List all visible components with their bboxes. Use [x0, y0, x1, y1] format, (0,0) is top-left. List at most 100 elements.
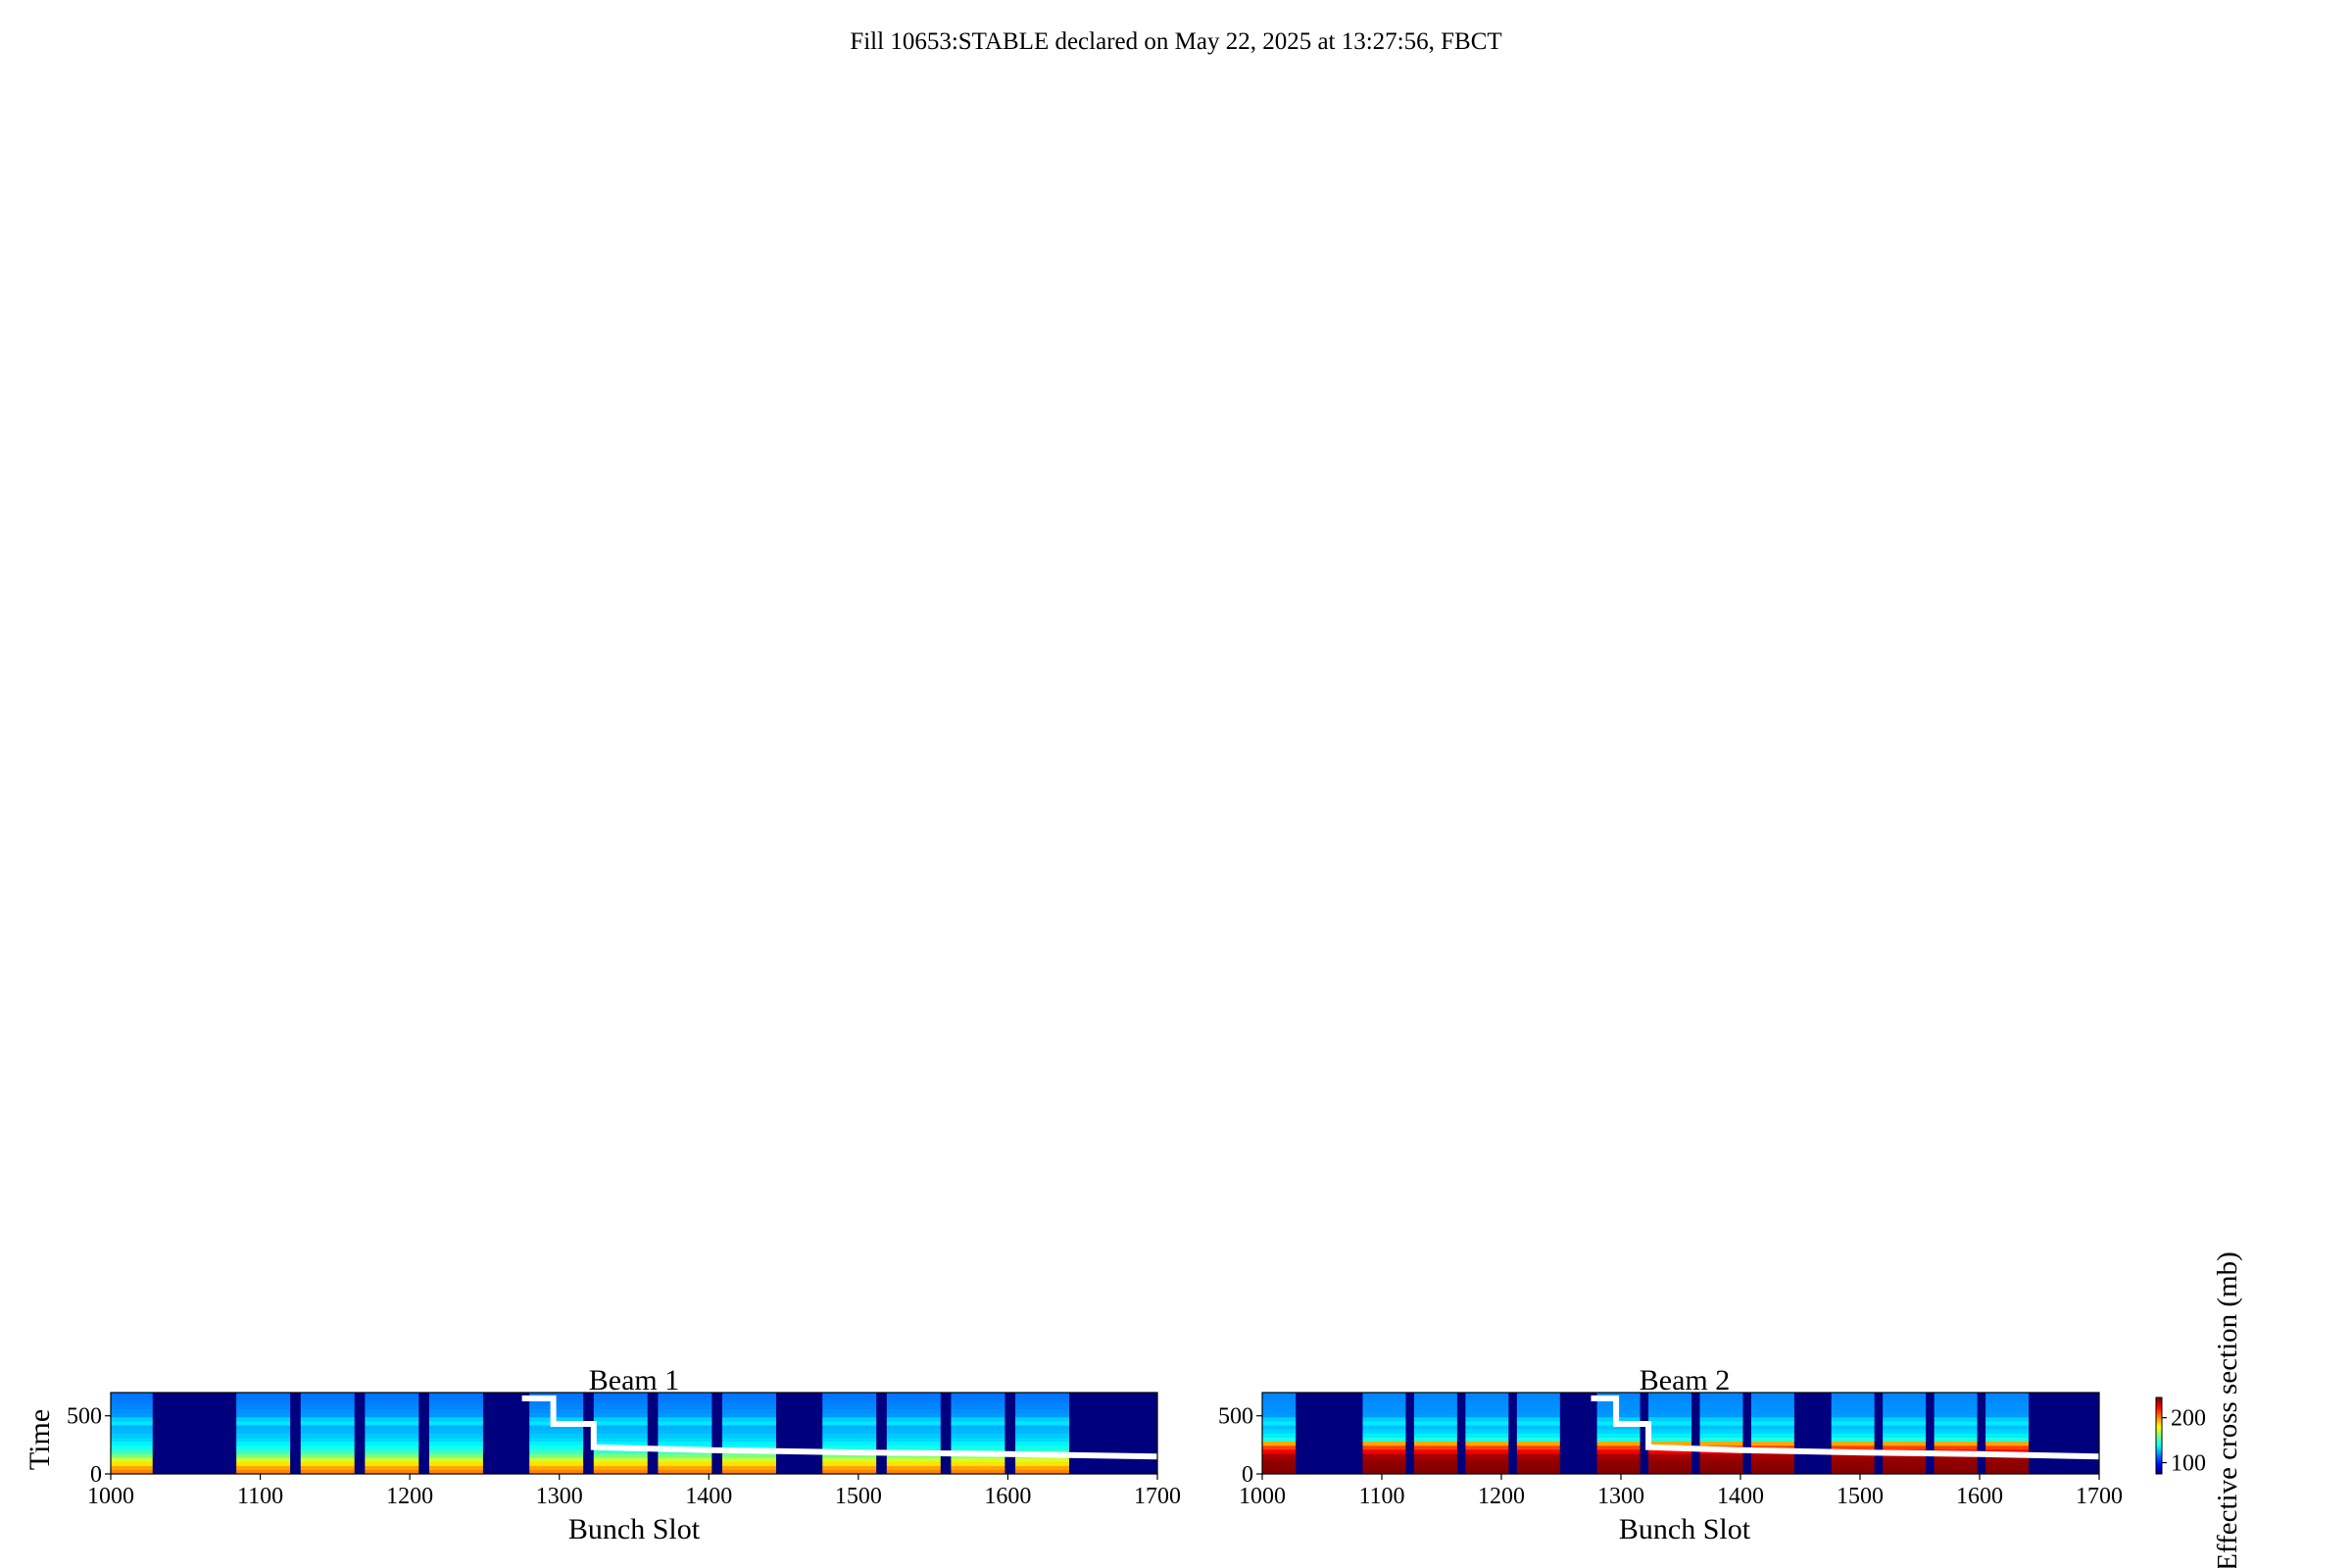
heatmap-cell: [1596, 1433, 1641, 1438]
heatmap-cell: [1831, 1396, 1875, 1401]
heatmap-cell: [1934, 1437, 1978, 1443]
heatmap-cell: [1934, 1445, 1978, 1450]
heatmap-cell: [1985, 1429, 2030, 1434]
heatmap-cell: [822, 1408, 877, 1414]
heatmap-cell: [300, 1421, 355, 1426]
heatmap-cell: [300, 1400, 355, 1405]
heatmap-cell: [886, 1393, 941, 1397]
heatmap-cell: [1750, 1469, 1794, 1475]
heatmap-cell: [529, 1469, 584, 1475]
beam-2-xlabel: Bunch Slot: [1619, 1513, 1751, 1545]
heatmap-cell: [1465, 1393, 1509, 1397]
heatmap-cell: [1362, 1393, 1406, 1397]
bunch-train: [1883, 1393, 1927, 1475]
heatmap-cell: [1413, 1449, 1457, 1454]
heatmap-cell: [1934, 1393, 1978, 1397]
heatmap-cell: [1648, 1400, 1691, 1405]
x-tick-label: 1200: [386, 1484, 433, 1509]
heatmap-cell: [1465, 1445, 1509, 1450]
heatmap-cell: [593, 1425, 648, 1430]
heatmap-cell: [111, 1412, 153, 1418]
heatmap-cell: [365, 1400, 419, 1405]
heatmap-cell: [722, 1396, 776, 1401]
bunch-train: [1465, 1393, 1509, 1475]
heatmap-cell: [1699, 1421, 1743, 1426]
x-tick-label: 1000: [1239, 1484, 1286, 1509]
heatmap-cell: [886, 1469, 941, 1475]
heatmap-cell: [529, 1465, 584, 1471]
heatmap-cell: [111, 1425, 153, 1430]
heatmap-cell: [658, 1429, 712, 1434]
heatmap-cell: [593, 1461, 648, 1466]
heatmap-cell: [111, 1445, 153, 1450]
heatmap-cell: [365, 1469, 419, 1475]
heatmap-cell: [1883, 1457, 1927, 1462]
heatmap-cell: [236, 1461, 291, 1466]
bunch-train: [365, 1393, 419, 1475]
heatmap-cell: [1465, 1412, 1509, 1418]
heatmap-cell: [722, 1408, 776, 1414]
heatmap-cell: [236, 1453, 291, 1458]
heatmap-cell: [529, 1453, 584, 1458]
heatmap-cell: [1750, 1400, 1794, 1405]
heatmap-cell: [1516, 1469, 1560, 1475]
heatmap-cell: [1465, 1449, 1509, 1454]
heatmap-cell: [1750, 1408, 1794, 1414]
heatmap-cell: [1750, 1441, 1794, 1446]
heatmap-cell: [236, 1408, 291, 1414]
heatmap-cell: [1648, 1461, 1691, 1466]
heatmap-cell: [1648, 1449, 1691, 1454]
heatmap-cell: [951, 1408, 1005, 1414]
heatmap-cell: [236, 1465, 291, 1471]
heatmap-cell: [722, 1416, 776, 1422]
heatmap-cell: [1362, 1457, 1406, 1462]
heatmap-cell: [428, 1429, 483, 1434]
heatmap-cell: [1362, 1465, 1406, 1471]
heatmap-cell: [529, 1404, 584, 1409]
heatmap-cell: [951, 1400, 1005, 1405]
heatmap-cell: [1648, 1396, 1691, 1401]
heatmap-cell: [1596, 1465, 1641, 1471]
heatmap-cell: [951, 1445, 1005, 1450]
heatmap-cell: [1985, 1445, 2030, 1450]
heatmap-cell: [1648, 1469, 1691, 1475]
heatmap-cell: [300, 1408, 355, 1414]
colorbar-segment: [2156, 1422, 2162, 1425]
heatmap-cell: [1262, 1429, 1297, 1434]
step-line: [521, 1395, 1158, 1460]
heatmap-cell: [886, 1408, 941, 1414]
heatmap-cell: [428, 1445, 483, 1450]
heatmap-cell: [365, 1437, 419, 1443]
colorbar-segment: [2156, 1454, 2162, 1457]
heatmap-cell: [1262, 1412, 1297, 1418]
colorbar-segment: [2156, 1456, 2162, 1459]
heatmap-cell: [428, 1449, 483, 1454]
heatmap-cell: [658, 1441, 712, 1446]
colorbar-segment: [2156, 1446, 2162, 1450]
heatmap-cell: [722, 1429, 776, 1434]
heatmap-cell: [236, 1416, 291, 1422]
heatmap-cell: [1596, 1393, 1641, 1397]
colorbar-segment: [2156, 1443, 2162, 1446]
heatmap-cell: [1985, 1449, 2030, 1454]
heatmap-cell: [1831, 1445, 1875, 1450]
heatmap-cell: [111, 1393, 153, 1397]
colorbar-segment: [2156, 1414, 2162, 1417]
heatmap-cell: [951, 1457, 1005, 1462]
heatmap-cell: [529, 1441, 584, 1446]
heatmap-cell: [300, 1461, 355, 1466]
colorbar-segment: [2156, 1450, 2162, 1453]
heatmap-cell: [1934, 1433, 1978, 1438]
heatmap-cell: [822, 1457, 877, 1462]
heatmap-cell: [1413, 1408, 1457, 1414]
heatmap-cell: [822, 1445, 877, 1450]
heatmap-cell: [1516, 1445, 1560, 1450]
heatmap-cell: [1465, 1457, 1509, 1462]
colorbar-segment: [2156, 1424, 2162, 1427]
heatmap-cell: [1362, 1421, 1406, 1426]
heatmap-cell: [300, 1416, 355, 1422]
heatmap-cell: [1516, 1461, 1560, 1466]
colorbar-segment: [2156, 1452, 2162, 1455]
heatmap-cell: [1015, 1433, 1069, 1438]
heatmap-cell: [236, 1400, 291, 1405]
